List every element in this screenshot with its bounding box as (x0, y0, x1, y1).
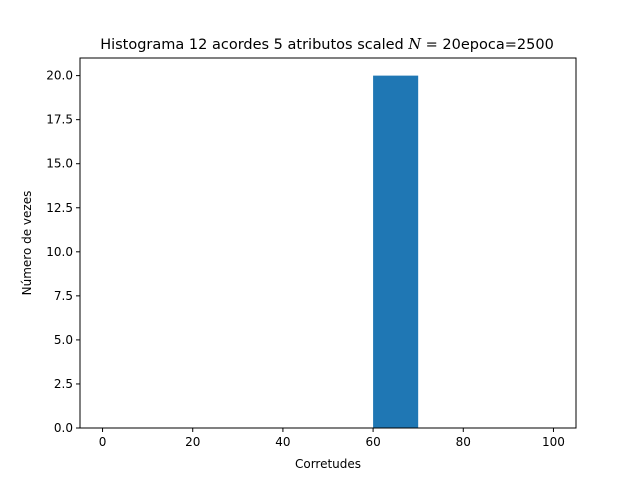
x-tick-label: 80 (456, 435, 471, 449)
y-axis-label: Número de vezes (20, 191, 34, 296)
y-tick-label: 5.0 (54, 333, 73, 347)
histogram-bar-6 (373, 75, 419, 428)
x-axis-label: Corretudes (295, 457, 361, 471)
x-tick-label: 60 (365, 435, 380, 449)
y-tick-label: 17.5 (46, 113, 73, 127)
y-tick-label: 7.5 (54, 289, 73, 303)
x-tick-label: 40 (275, 435, 290, 449)
y-tick-label: 2.5 (54, 377, 73, 391)
x-tick-label: 100 (542, 435, 565, 449)
x-tick-label: 0 (99, 435, 107, 449)
x-tick-label: 20 (185, 435, 200, 449)
y-tick-label: 12.5 (46, 201, 73, 215)
plot-area-frame (79, 57, 577, 429)
y-tick-label: 20.0 (46, 69, 73, 83)
y-axis-ticks: 0.0 2.5 5.0 7.5 10.0 12.5 15.0 17.5 20.0 (46, 69, 80, 435)
chart-title: Histograma 12 acordes 5 atributos scaled… (100, 37, 554, 53)
y-tick-label: 0.0 (54, 421, 73, 435)
bars-group (373, 75, 419, 428)
y-tick-label: 10.0 (46, 245, 73, 259)
x-axis-ticks: 0 20 40 60 80 100 (99, 428, 565, 449)
y-tick-label: 15.0 (46, 157, 73, 171)
